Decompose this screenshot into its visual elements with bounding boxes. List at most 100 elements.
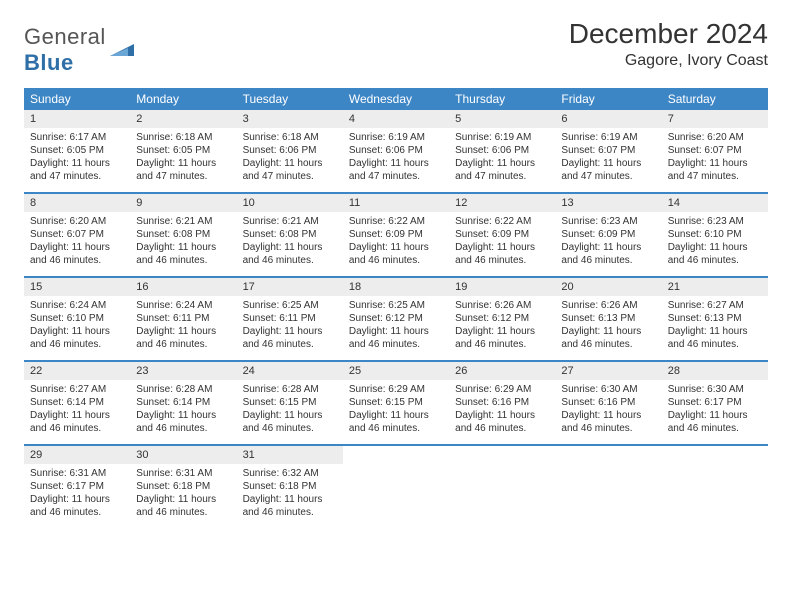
sunrise-text: Sunrise: 6:21 AM (136, 215, 230, 228)
sunrise-text: Sunrise: 6:23 AM (561, 215, 655, 228)
sunrise-text: Sunrise: 6:25 AM (349, 299, 443, 312)
day-body: Sunrise: 6:23 AMSunset: 6:09 PMDaylight:… (555, 212, 661, 272)
day-body: Sunrise: 6:28 AMSunset: 6:15 PMDaylight:… (237, 380, 343, 440)
day-body: Sunrise: 6:20 AMSunset: 6:07 PMDaylight:… (662, 128, 768, 188)
daylight-text: Daylight: 11 hours and 46 minutes. (349, 325, 443, 351)
daylight-text: Daylight: 11 hours and 46 minutes. (668, 325, 762, 351)
weekday-header: Monday (130, 88, 236, 110)
sunset-text: Sunset: 6:05 PM (136, 144, 230, 157)
day-body: Sunrise: 6:19 AMSunset: 6:06 PMDaylight:… (449, 128, 555, 188)
sunset-text: Sunset: 6:06 PM (455, 144, 549, 157)
sunrise-text: Sunrise: 6:22 AM (349, 215, 443, 228)
day-cell: 13Sunrise: 6:23 AMSunset: 6:09 PMDayligh… (555, 194, 661, 276)
brand-logo: General Blue (24, 18, 136, 76)
day-cell: 17Sunrise: 6:25 AMSunset: 6:11 PMDayligh… (237, 278, 343, 360)
day-body: Sunrise: 6:26 AMSunset: 6:12 PMDaylight:… (449, 296, 555, 356)
daylight-text: Daylight: 11 hours and 47 minutes. (668, 157, 762, 183)
day-body: Sunrise: 6:24 AMSunset: 6:11 PMDaylight:… (130, 296, 236, 356)
sunset-text: Sunset: 6:17 PM (668, 396, 762, 409)
sunset-text: Sunset: 6:18 PM (136, 480, 230, 493)
weekday-header: Friday (555, 88, 661, 110)
day-number: 16 (130, 278, 236, 296)
day-number: 5 (449, 110, 555, 128)
day-number: 4 (343, 110, 449, 128)
week-row: 1Sunrise: 6:17 AMSunset: 6:05 PMDaylight… (24, 110, 768, 194)
sunset-text: Sunset: 6:18 PM (243, 480, 337, 493)
sunset-text: Sunset: 6:10 PM (30, 312, 124, 325)
day-body: Sunrise: 6:32 AMSunset: 6:18 PMDaylight:… (237, 464, 343, 524)
day-number: 12 (449, 194, 555, 212)
day-number: 25 (343, 362, 449, 380)
daylight-text: Daylight: 11 hours and 46 minutes. (668, 409, 762, 435)
calendar: SundayMondayTuesdayWednesdayThursdayFrid… (24, 88, 768, 528)
day-cell: 3Sunrise: 6:18 AMSunset: 6:06 PMDaylight… (237, 110, 343, 192)
brand-name-b: Blue (24, 50, 74, 75)
sunrise-text: Sunrise: 6:21 AM (243, 215, 337, 228)
empty-cell (662, 446, 768, 528)
day-cell: 1Sunrise: 6:17 AMSunset: 6:05 PMDaylight… (24, 110, 130, 192)
sunrise-text: Sunrise: 6:18 AM (136, 131, 230, 144)
day-cell: 12Sunrise: 6:22 AMSunset: 6:09 PMDayligh… (449, 194, 555, 276)
sunset-text: Sunset: 6:07 PM (30, 228, 124, 241)
sunset-text: Sunset: 6:05 PM (30, 144, 124, 157)
day-body: Sunrise: 6:26 AMSunset: 6:13 PMDaylight:… (555, 296, 661, 356)
sunrise-text: Sunrise: 6:31 AM (136, 467, 230, 480)
day-body: Sunrise: 6:30 AMSunset: 6:16 PMDaylight:… (555, 380, 661, 440)
brand-name-a: General (24, 24, 106, 49)
sunset-text: Sunset: 6:14 PM (30, 396, 124, 409)
day-number: 8 (24, 194, 130, 212)
sunrise-text: Sunrise: 6:27 AM (30, 383, 124, 396)
weekday-header: Wednesday (343, 88, 449, 110)
empty-cell (449, 446, 555, 528)
sunset-text: Sunset: 6:15 PM (349, 396, 443, 409)
day-number: 11 (343, 194, 449, 212)
daylight-text: Daylight: 11 hours and 46 minutes. (30, 325, 124, 351)
day-body: Sunrise: 6:20 AMSunset: 6:07 PMDaylight:… (24, 212, 130, 272)
weekday-header: Thursday (449, 88, 555, 110)
day-cell: 24Sunrise: 6:28 AMSunset: 6:15 PMDayligh… (237, 362, 343, 444)
day-number: 10 (237, 194, 343, 212)
sunset-text: Sunset: 6:15 PM (243, 396, 337, 409)
sunset-text: Sunset: 6:13 PM (668, 312, 762, 325)
day-cell: 26Sunrise: 6:29 AMSunset: 6:16 PMDayligh… (449, 362, 555, 444)
sunrise-text: Sunrise: 6:32 AM (243, 467, 337, 480)
day-number: 30 (130, 446, 236, 464)
day-body: Sunrise: 6:22 AMSunset: 6:09 PMDaylight:… (449, 212, 555, 272)
day-cell: 4Sunrise: 6:19 AMSunset: 6:06 PMDaylight… (343, 110, 449, 192)
weekday-header-row: SundayMondayTuesdayWednesdayThursdayFrid… (24, 88, 768, 110)
day-cell: 25Sunrise: 6:29 AMSunset: 6:15 PMDayligh… (343, 362, 449, 444)
sunset-text: Sunset: 6:08 PM (136, 228, 230, 241)
sunrise-text: Sunrise: 6:29 AM (455, 383, 549, 396)
day-number: 18 (343, 278, 449, 296)
sunrise-text: Sunrise: 6:24 AM (136, 299, 230, 312)
sunrise-text: Sunrise: 6:24 AM (30, 299, 124, 312)
sunset-text: Sunset: 6:07 PM (561, 144, 655, 157)
day-number: 1 (24, 110, 130, 128)
day-body: Sunrise: 6:27 AMSunset: 6:13 PMDaylight:… (662, 296, 768, 356)
day-number: 15 (24, 278, 130, 296)
day-cell: 20Sunrise: 6:26 AMSunset: 6:13 PMDayligh… (555, 278, 661, 360)
day-cell: 10Sunrise: 6:21 AMSunset: 6:08 PMDayligh… (237, 194, 343, 276)
sunset-text: Sunset: 6:06 PM (243, 144, 337, 157)
day-cell: 2Sunrise: 6:18 AMSunset: 6:05 PMDaylight… (130, 110, 236, 192)
day-body: Sunrise: 6:29 AMSunset: 6:16 PMDaylight:… (449, 380, 555, 440)
day-number: 13 (555, 194, 661, 212)
brand-text: General Blue (24, 24, 106, 76)
brand-flag-icon (110, 38, 136, 63)
sunset-text: Sunset: 6:14 PM (136, 396, 230, 409)
day-body: Sunrise: 6:31 AMSunset: 6:18 PMDaylight:… (130, 464, 236, 524)
daylight-text: Daylight: 11 hours and 46 minutes. (349, 241, 443, 267)
day-number: 17 (237, 278, 343, 296)
empty-cell (343, 446, 449, 528)
day-body: Sunrise: 6:28 AMSunset: 6:14 PMDaylight:… (130, 380, 236, 440)
day-cell: 28Sunrise: 6:30 AMSunset: 6:17 PMDayligh… (662, 362, 768, 444)
day-body: Sunrise: 6:21 AMSunset: 6:08 PMDaylight:… (130, 212, 236, 272)
day-cell: 22Sunrise: 6:27 AMSunset: 6:14 PMDayligh… (24, 362, 130, 444)
weekday-header: Sunday (24, 88, 130, 110)
sunset-text: Sunset: 6:10 PM (668, 228, 762, 241)
sunset-text: Sunset: 6:09 PM (349, 228, 443, 241)
sunrise-text: Sunrise: 6:19 AM (561, 131, 655, 144)
day-number: 2 (130, 110, 236, 128)
day-number: 7 (662, 110, 768, 128)
daylight-text: Daylight: 11 hours and 46 minutes. (136, 241, 230, 267)
